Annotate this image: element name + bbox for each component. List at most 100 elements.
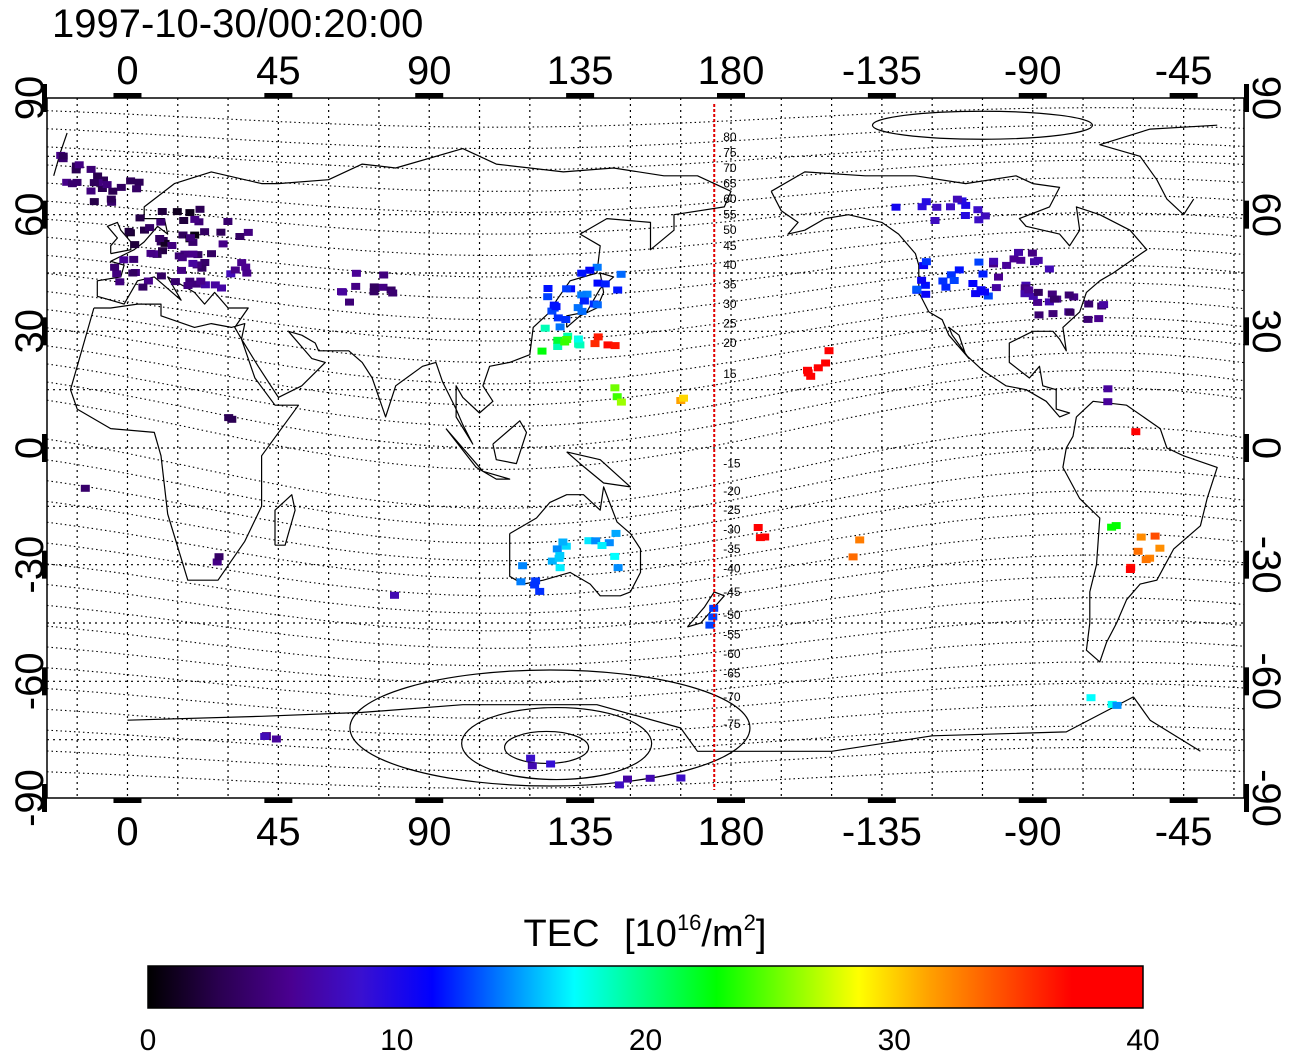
- contour-label: -50: [723, 608, 741, 622]
- tec-cell-cluster: [110, 249, 210, 291]
- tec-cell: [613, 564, 623, 572]
- tec-cell: [1065, 308, 1075, 316]
- tec-cell-cluster: [390, 591, 399, 599]
- tec-cell: [552, 545, 562, 553]
- tec-cell: [1103, 398, 1113, 406]
- frame-tick-bottom: [867, 798, 896, 803]
- tec-cell: [709, 604, 719, 612]
- tec-cell: [1044, 298, 1054, 306]
- frame-tick-right: [1244, 784, 1249, 812]
- tec-cell: [128, 269, 138, 277]
- tec-cell: [989, 257, 999, 265]
- colorbar-tick-label: 40: [1126, 1024, 1159, 1057]
- tec-cell: [216, 228, 226, 236]
- tec-cell: [1002, 261, 1012, 269]
- mlat-contour-polar: [461, 706, 653, 781]
- contour-label: -30: [723, 523, 741, 537]
- tec-cell: [540, 324, 550, 332]
- frame-tick-bottom: [415, 798, 444, 803]
- tec-cell: [242, 269, 252, 277]
- tec-cell: [974, 258, 984, 266]
- tec-cell: [106, 195, 116, 203]
- tec-cell: [597, 542, 607, 549]
- left-lat-tick-label: 60: [8, 192, 52, 237]
- tec-cell: [543, 285, 553, 292]
- tec-cell: [891, 203, 901, 211]
- contour-labels: 8075706560555045403530252015-15-20-25-30…: [723, 130, 741, 731]
- tec-cell-cluster: [848, 536, 865, 561]
- tec-cell: [946, 271, 956, 279]
- tec-cell: [547, 307, 557, 315]
- mlat-contour: [46, 299, 1245, 363]
- mlat-contour-polar: [871, 110, 1094, 140]
- coastline-new-guinea: [566, 451, 631, 488]
- contour-label: -35: [723, 542, 741, 556]
- tec-cell-cluster: [212, 553, 224, 566]
- tec-cell: [1131, 428, 1141, 436]
- coastline-antarctica: [127, 696, 1201, 752]
- top-lon-tick-label: 0: [116, 49, 138, 93]
- tec-cell: [1086, 694, 1096, 702]
- tec-cell: [379, 271, 389, 279]
- contour-label: 25: [723, 317, 737, 331]
- tec-cell: [941, 283, 951, 291]
- tec-cell: [1016, 256, 1026, 264]
- tec-cell: [224, 414, 234, 422]
- tec-cell-cluster: [537, 336, 572, 355]
- contour-label: 70: [723, 161, 737, 175]
- tec-cell: [582, 290, 592, 298]
- frame-tick-left: [42, 434, 47, 462]
- tec-cell: [1028, 292, 1038, 300]
- contour-label: -70: [723, 690, 741, 704]
- coastline-madagascar: [274, 494, 296, 546]
- tec-cell: [179, 217, 189, 224]
- contour-label: 55: [723, 208, 737, 222]
- tec-cell: [954, 266, 964, 274]
- tec-cell: [1107, 523, 1117, 531]
- contour-label: 65: [723, 177, 737, 191]
- tec-cell: [212, 558, 222, 566]
- tec-cell-cluster: [614, 774, 686, 789]
- tec-cell: [72, 178, 82, 186]
- tec-cell: [99, 176, 108, 184]
- contour-label: 45: [723, 239, 737, 253]
- tec-cell: [604, 539, 614, 547]
- tec-cell: [546, 760, 556, 768]
- tec-cell: [67, 180, 77, 188]
- tec-cell: [185, 277, 195, 285]
- top-lon-tick-label: -135: [842, 49, 922, 93]
- tec-cell-cluster: [1133, 532, 1165, 564]
- tec-cell: [562, 285, 572, 293]
- contour-label: -20: [723, 484, 741, 498]
- tec-cell: [86, 165, 96, 173]
- mlat-contour: [46, 334, 1245, 406]
- tec-cell: [271, 735, 281, 743]
- tec-cell: [585, 266, 595, 274]
- tec-cell: [1050, 295, 1059, 303]
- tec-cell: [824, 347, 834, 355]
- tec-cell: [603, 341, 613, 349]
- tec-cell: [188, 250, 198, 258]
- colorbar-tick-label: 0: [140, 1024, 157, 1057]
- tec-cell: [89, 198, 99, 206]
- tec-cell: [518, 562, 528, 570]
- tec-cell: [821, 359, 831, 367]
- tec-cell: [921, 258, 931, 266]
- mlat-contour: [46, 352, 1245, 428]
- mlat-contour: [46, 124, 1245, 150]
- tec-cell: [195, 205, 205, 213]
- tec-cell: [260, 733, 270, 740]
- tec-cell-cluster: [891, 195, 990, 224]
- tec-cell: [129, 255, 139, 263]
- tec-cell: [553, 343, 563, 350]
- tec-cell: [1064, 291, 1074, 299]
- frame-tick-bottom: [717, 798, 745, 803]
- tec-cell-cluster: [705, 604, 719, 629]
- tec-cell: [351, 282, 361, 290]
- tec-cell: [753, 524, 763, 531]
- world-map: 8075706560555045403530252015-15-20-25-30…: [42, 84, 1249, 812]
- contour-label: 50: [723, 223, 737, 237]
- top-lon-tick-label: 135: [547, 49, 614, 93]
- tec-cell: [134, 178, 144, 186]
- tec-cell: [130, 241, 140, 249]
